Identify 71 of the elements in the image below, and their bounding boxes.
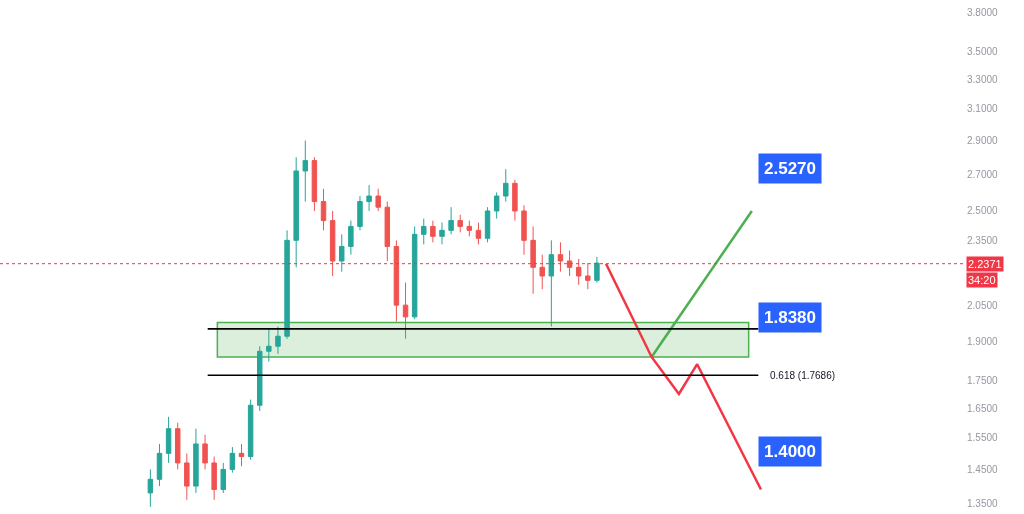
candlestick	[275, 325, 281, 355]
candlestick	[147, 468, 154, 508]
candlestick	[475, 222, 482, 245]
candlestick	[421, 218, 427, 245]
candlestick	[575, 258, 582, 286]
y-tick-label: 2.7000	[967, 168, 999, 180]
candlestick	[557, 241, 564, 273]
candlestick	[211, 456, 217, 501]
y-tick-label: 3.3000	[967, 73, 999, 85]
candlestick	[548, 239, 555, 327]
candlestick	[329, 210, 336, 277]
candlestick	[202, 434, 208, 470]
candlestick	[229, 446, 236, 474]
candlestick	[466, 220, 473, 237]
candlestick	[238, 443, 245, 467]
candlestick	[339, 233, 345, 273]
candlestick	[156, 443, 163, 487]
candlestick	[493, 191, 500, 220]
candlestick	[256, 345, 263, 412]
candlestick	[284, 229, 290, 340]
y-tick-label: 1.3500	[967, 497, 999, 509]
candlestick	[539, 254, 545, 290]
y-tick-label: 1.5500	[967, 432, 999, 444]
text: 34:20	[968, 274, 996, 286]
y-tick-label: 2.0500	[967, 299, 999, 311]
ref-line-label: 2.2371	[968, 258, 1002, 270]
annotation: 1.4000	[764, 442, 816, 461]
candlestick	[302, 140, 309, 203]
candlestick	[366, 184, 372, 212]
candlestick	[530, 225, 536, 295]
candlestick	[566, 250, 573, 277]
candlestick	[165, 416, 172, 464]
y-tick-label: 2.3500	[967, 234, 999, 246]
y-tick-label: 1.9000	[967, 335, 999, 347]
candlestick	[457, 214, 463, 233]
y-tick-label: 1.7500	[967, 374, 999, 386]
y-tick-label: 2.9000	[967, 135, 999, 147]
candlestick	[348, 220, 354, 256]
annotation: 2.5270	[764, 159, 816, 178]
candlestick	[220, 462, 227, 494]
candlestick	[402, 282, 409, 340]
candlestick	[320, 188, 327, 231]
candlestick	[484, 206, 491, 243]
y-tick-label: 3.5000	[967, 45, 999, 57]
ref-line-label: 0.618 (1.7686)	[770, 370, 836, 381]
candlestick	[247, 399, 254, 461]
candlestick	[375, 188, 381, 212]
candlestick	[411, 225, 418, 320]
candlestick	[174, 422, 181, 470]
y-tick-label: 1.6500	[967, 402, 999, 414]
candlestick	[448, 206, 454, 235]
candlestick	[384, 201, 391, 262]
candlestick	[430, 220, 436, 243]
candlestick	[393, 239, 400, 323]
candlestick	[293, 156, 299, 268]
candlestick	[193, 428, 199, 494]
candlestick	[585, 262, 591, 290]
candlestick	[439, 222, 445, 245]
annotation: 1.8380	[764, 308, 816, 327]
candlestick	[503, 168, 509, 203]
y-tick-label: 1.4500	[967, 463, 999, 475]
candlestick	[184, 452, 190, 501]
y-tick-label: 3.1000	[967, 103, 999, 115]
candlestick	[311, 156, 318, 212]
candlestick	[512, 179, 518, 222]
candlestick	[521, 204, 527, 256]
candlestick	[266, 328, 272, 363]
y-tick-label: 2.5000	[967, 205, 999, 217]
candlestick	[357, 195, 363, 231]
y-tick-label: 3.8000	[967, 6, 999, 18]
candlestick	[594, 256, 600, 284]
